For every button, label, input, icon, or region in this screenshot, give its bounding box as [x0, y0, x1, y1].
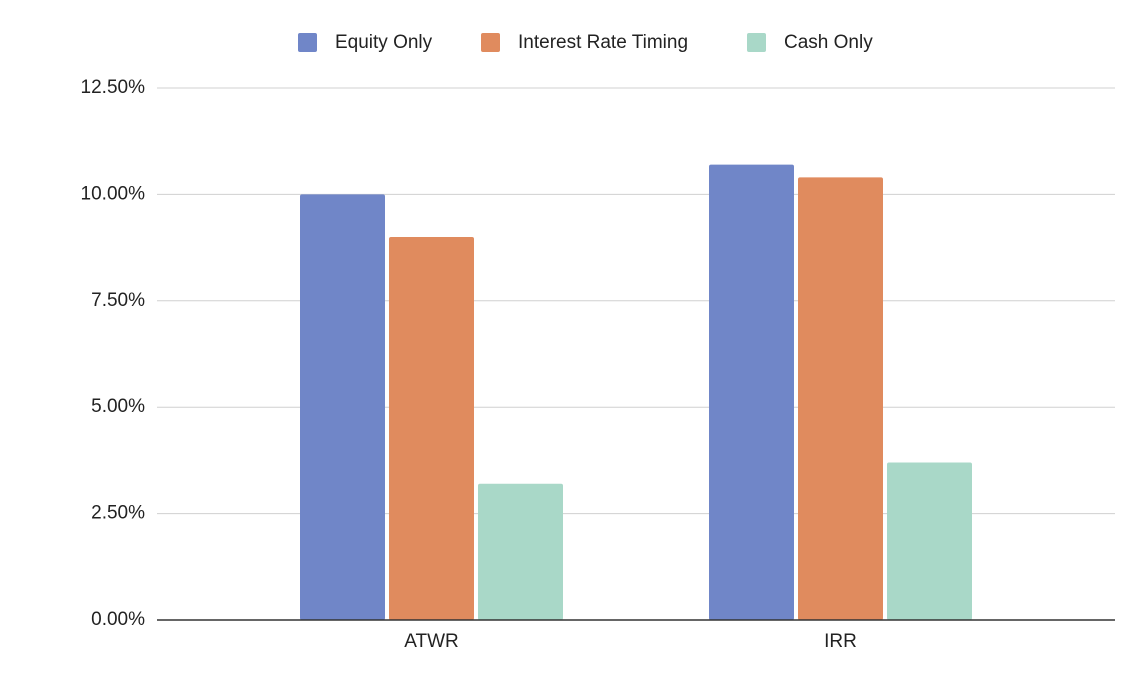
bar	[709, 164, 794, 620]
y-tick-label: 7.50%	[91, 290, 145, 311]
legend-label: Interest Rate Timing	[518, 32, 688, 53]
y-tick-label: 0.00%	[91, 609, 145, 630]
bar	[478, 483, 563, 620]
y-tick-label: 5.00%	[91, 396, 145, 417]
y-tick-label: 10.00%	[81, 183, 146, 204]
legend-swatch	[481, 33, 500, 52]
bar	[887, 462, 972, 620]
bar	[389, 236, 474, 620]
legend-swatch	[298, 33, 317, 52]
bar	[798, 177, 883, 620]
y-tick-label: 2.50%	[91, 503, 145, 524]
x-tick-label: IRR	[824, 631, 857, 652]
legend-label: Cash Only	[784, 32, 873, 53]
bar	[300, 194, 385, 620]
legend-label: Equity Only	[335, 32, 433, 53]
x-tick-label: ATWR	[404, 631, 459, 652]
y-tick-label: 12.50%	[81, 77, 146, 98]
legend-swatch	[747, 33, 766, 52]
